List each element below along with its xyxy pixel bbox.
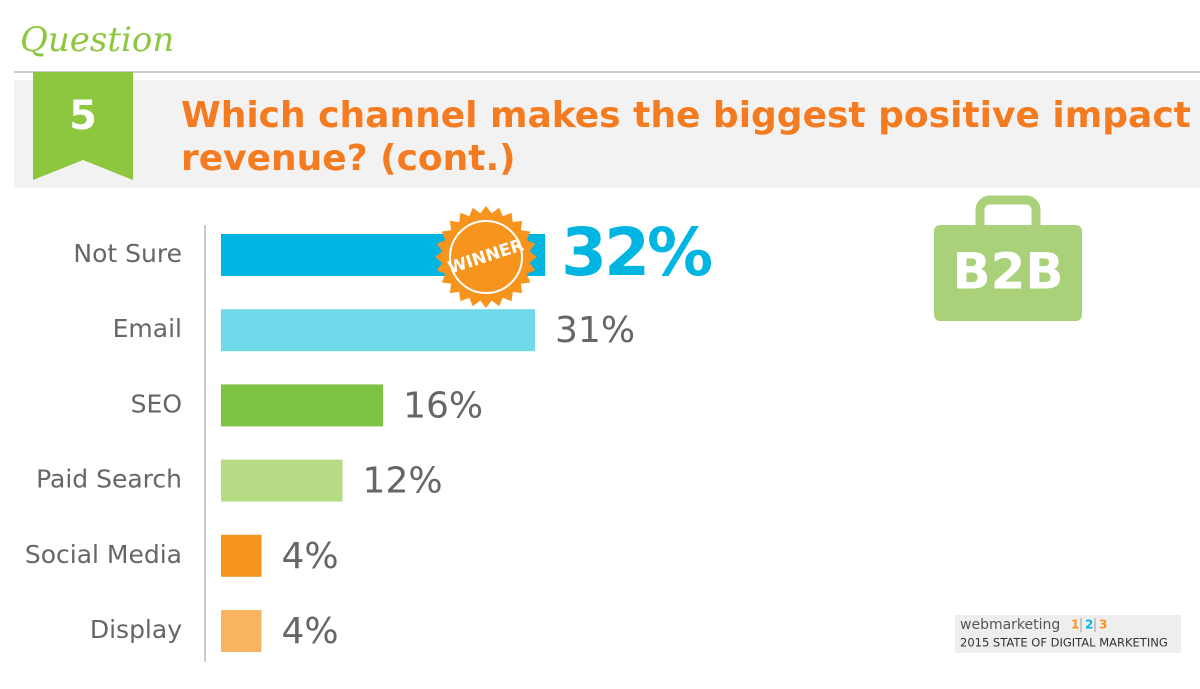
bar	[221, 534, 262, 577]
title-line: revenue? (cont.)	[181, 138, 516, 179]
value-label: 4%	[282, 611, 339, 652]
winner-ring	[449, 220, 523, 294]
category-label: Not Sure	[73, 239, 182, 268]
b2b-badge: B2B	[934, 195, 1082, 321]
category-label: Social Media	[25, 540, 182, 569]
title-line: Which channel makes the biggest positive…	[181, 95, 1200, 136]
bar	[221, 459, 343, 502]
value-label: 4%	[282, 536, 339, 577]
bar	[221, 384, 384, 427]
footer-brand: webmarketing	[960, 617, 1060, 633]
badge-text: B2B	[952, 243, 1063, 301]
footer-number: 3	[1099, 618, 1107, 632]
value-label: 12%	[363, 461, 443, 502]
category-label: Paid Search	[36, 465, 182, 494]
bar	[221, 309, 536, 352]
ribbon	[33, 72, 133, 180]
title-band	[14, 80, 1200, 188]
footer-number: 1	[1071, 618, 1079, 632]
category-label: Email	[113, 314, 182, 343]
bar	[221, 610, 262, 652]
value-label: 32%	[561, 214, 712, 291]
category-label: Display	[90, 615, 182, 644]
question-number: 5	[69, 93, 97, 139]
value-label: 16%	[403, 385, 483, 426]
footer-subtitle: 2015 STATE OF DIGITAL MARKETING	[960, 636, 1168, 650]
value-label: 31%	[555, 310, 635, 351]
footer: webmarketing 1 2 3 2015 STATE OF DIGITAL…	[955, 615, 1181, 653]
category-label: SEO	[131, 389, 182, 418]
footer-box	[955, 615, 1181, 653]
badge-body	[934, 225, 1082, 321]
kicker: Question	[20, 20, 174, 60]
footer-number: 2	[1085, 618, 1093, 632]
